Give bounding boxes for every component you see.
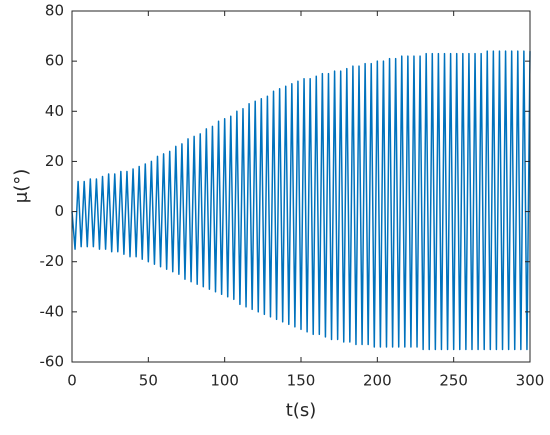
y-tick-label: 20 xyxy=(45,152,64,170)
y-tick-label: 80 xyxy=(45,2,64,20)
x-tick-label: 0 xyxy=(67,372,77,390)
x-tick-label: 150 xyxy=(287,372,316,390)
y-tick-label: 40 xyxy=(45,102,64,120)
y-tick-label: -20 xyxy=(40,252,65,270)
y-tick-label: -60 xyxy=(40,353,65,371)
y-tick-label: 0 xyxy=(54,202,64,220)
x-tick-label: 50 xyxy=(139,372,158,390)
x-tick-label: 200 xyxy=(363,372,392,390)
y-tick-label: -40 xyxy=(40,302,65,320)
x-tick-label: 250 xyxy=(439,372,468,390)
x-tick-label: 300 xyxy=(516,372,545,390)
x-tick-label: 100 xyxy=(210,372,239,390)
data-line xyxy=(71,50,531,351)
x-axis-label: t(s) xyxy=(286,400,316,421)
y-tick-label: 60 xyxy=(45,52,64,70)
y-axis-label: μ(°) xyxy=(11,169,32,204)
